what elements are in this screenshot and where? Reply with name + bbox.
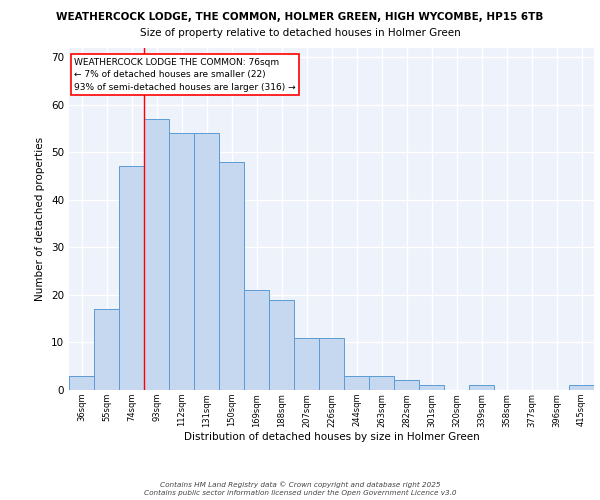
Bar [569,385,594,390]
Y-axis label: Number of detached properties: Number of detached properties [35,136,46,301]
Bar [419,385,444,390]
Text: WEATHERCOCK LODGE, THE COMMON, HOLMER GREEN, HIGH WYCOMBE, HP15 6TB: WEATHERCOCK LODGE, THE COMMON, HOLMER GR… [56,12,544,22]
X-axis label: Distribution of detached houses by size in Holmer Green: Distribution of detached houses by size … [184,432,479,442]
Text: Contains public sector information licensed under the Open Government Licence v3: Contains public sector information licen… [144,490,456,496]
Text: Contains HM Land Registry data © Crown copyright and database right 2025: Contains HM Land Registry data © Crown c… [160,481,440,488]
Bar [244,290,269,390]
Bar [294,338,319,390]
Bar [94,309,119,390]
Bar [194,133,219,390]
Bar [269,300,294,390]
Bar [369,376,394,390]
Bar [319,338,344,390]
Bar [344,376,369,390]
Bar [69,376,94,390]
Text: Size of property relative to detached houses in Holmer Green: Size of property relative to detached ho… [140,28,460,38]
Bar [169,133,194,390]
Bar [119,166,144,390]
Bar [219,162,244,390]
Bar [394,380,419,390]
Bar [144,119,169,390]
Text: WEATHERCOCK LODGE THE COMMON: 76sqm
← 7% of detached houses are smaller (22)
93%: WEATHERCOCK LODGE THE COMMON: 76sqm ← 7%… [74,58,296,92]
Bar [469,385,494,390]
